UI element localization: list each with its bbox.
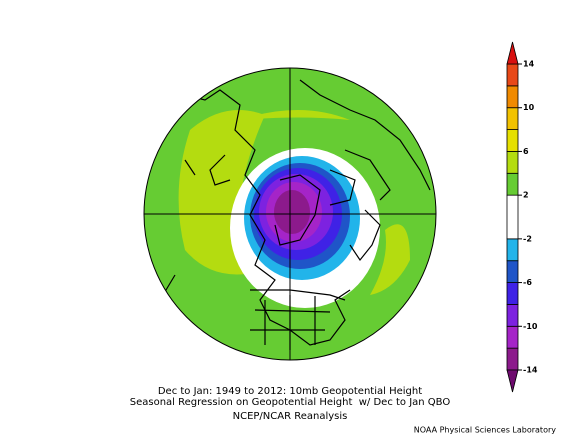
caption-line: Seasonal Regression on Geopotential Heig… [130, 397, 451, 408]
colorbar-segment [506, 194, 519, 240]
caption-line: NCEP/NCAR Reanalysis [233, 411, 348, 422]
colorbar-tick-label: -6 [523, 278, 532, 287]
polar-map [144, 68, 436, 360]
map-border [143, 67, 437, 361]
colorbar-under [506, 369, 519, 393]
colorbar-tick-label: -10 [523, 322, 538, 331]
caption-line: Dec to Jan: 1949 to 2012: 10mb Geopotent… [158, 386, 422, 397]
colorbar-segment [506, 107, 519, 130]
colorbar-segment [506, 304, 519, 327]
colorbar-segment [506, 129, 519, 152]
colorbar-segment [506, 238, 519, 262]
colorbar-tick-label: 14 [523, 60, 535, 69]
colorbar-segment [506, 63, 519, 87]
colorbar: 14 10 6 2 -2 -6 -10 -14 [506, 41, 538, 393]
colorbar-segment [506, 151, 519, 174]
colorbar-tick-label: 10 [523, 103, 535, 112]
colorbar-segment [506, 172, 519, 196]
colorbar-tick-label: 2 [523, 191, 529, 200]
colorbar-segment [506, 325, 519, 349]
colorbar-tick-label: 6 [523, 147, 529, 156]
colorbar-tick-label: -2 [523, 234, 532, 243]
colorbar-tick-label: -14 [523, 366, 538, 375]
colorbar-segment [506, 347, 519, 371]
colorbar-segment [506, 260, 519, 283]
colorbar-segment [506, 85, 519, 109]
colorbar-over [506, 41, 519, 65]
credit: NOAA Physical Sciences Laboratory [414, 426, 557, 435]
colorbar-segment [506, 282, 519, 305]
